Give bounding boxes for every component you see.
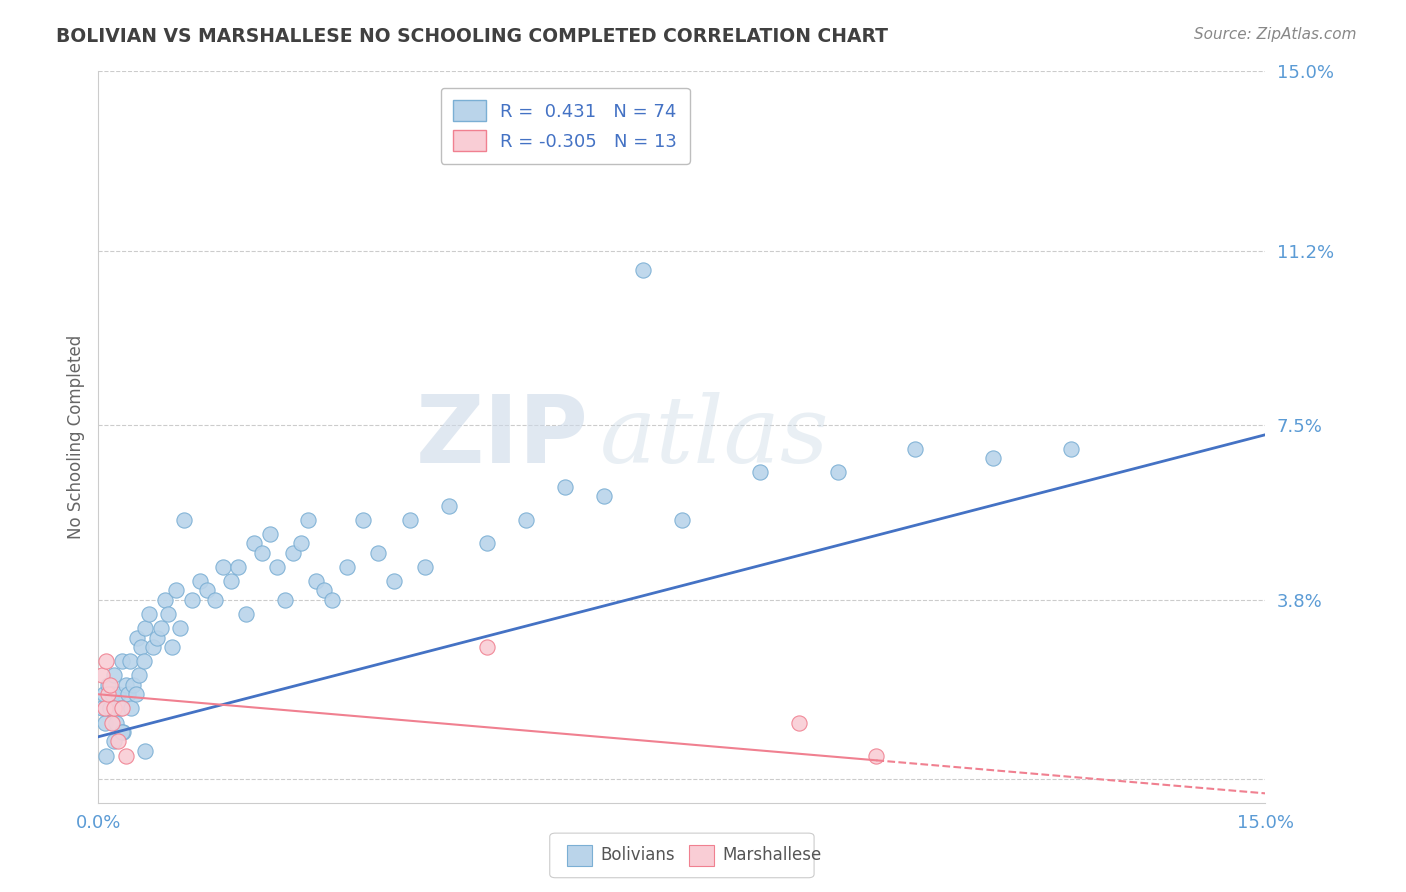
Point bbox=[91, 701, 114, 715]
Point bbox=[118, 654, 141, 668]
Point bbox=[297, 513, 319, 527]
Point bbox=[93, 701, 115, 715]
Point bbox=[129, 640, 152, 654]
Point bbox=[142, 640, 165, 654]
Point bbox=[398, 513, 420, 527]
Point bbox=[149, 621, 172, 635]
Point bbox=[162, 640, 184, 654]
Point bbox=[382, 574, 405, 588]
Point bbox=[117, 687, 139, 701]
Point bbox=[98, 678, 121, 692]
Point bbox=[108, 701, 131, 715]
Point bbox=[114, 678, 136, 692]
Point bbox=[157, 607, 180, 621]
Point bbox=[107, 687, 129, 701]
Point bbox=[103, 734, 125, 748]
Point bbox=[112, 725, 135, 739]
Point bbox=[787, 715, 810, 730]
Point bbox=[120, 701, 142, 715]
Point bbox=[312, 583, 335, 598]
Point bbox=[195, 583, 218, 598]
Point bbox=[281, 546, 304, 560]
Text: Bolivians: Bolivians bbox=[600, 847, 675, 864]
Point bbox=[111, 654, 134, 668]
Point bbox=[94, 715, 117, 730]
Text: BOLIVIAN VS MARSHALLESE NO SCHOOLING COMPLETED CORRELATION CHART: BOLIVIAN VS MARSHALLESE NO SCHOOLING COM… bbox=[56, 27, 889, 45]
Point bbox=[904, 442, 927, 456]
Point bbox=[111, 725, 134, 739]
Point bbox=[219, 574, 242, 588]
Point bbox=[153, 593, 176, 607]
Point bbox=[107, 734, 129, 748]
Point bbox=[103, 668, 125, 682]
Point bbox=[96, 748, 118, 763]
Point bbox=[134, 621, 156, 635]
Point bbox=[103, 701, 125, 715]
Point bbox=[97, 678, 120, 692]
Point bbox=[274, 593, 297, 607]
Point bbox=[235, 607, 257, 621]
Point bbox=[127, 631, 149, 645]
Point bbox=[93, 687, 115, 701]
Point bbox=[212, 559, 235, 574]
Text: atlas: atlas bbox=[600, 392, 830, 482]
Point bbox=[631, 262, 654, 277]
Point bbox=[1060, 442, 1083, 456]
Point bbox=[413, 559, 436, 574]
Point bbox=[352, 513, 374, 527]
Text: Marshallese: Marshallese bbox=[723, 847, 823, 864]
Point bbox=[748, 466, 770, 480]
Text: Source: ZipAtlas.com: Source: ZipAtlas.com bbox=[1194, 27, 1357, 42]
Point bbox=[96, 654, 118, 668]
Point bbox=[477, 640, 499, 654]
Point bbox=[554, 480, 576, 494]
Point bbox=[515, 513, 537, 527]
Point bbox=[228, 559, 250, 574]
Point bbox=[169, 621, 191, 635]
Point bbox=[259, 526, 281, 541]
Point bbox=[146, 631, 169, 645]
Point bbox=[266, 559, 288, 574]
Point bbox=[671, 513, 693, 527]
Y-axis label: No Schooling Completed: No Schooling Completed bbox=[66, 335, 84, 539]
Point bbox=[865, 748, 887, 763]
Point bbox=[367, 546, 389, 560]
Point bbox=[101, 687, 124, 701]
Point bbox=[250, 546, 273, 560]
Point bbox=[125, 687, 148, 701]
Point bbox=[204, 593, 226, 607]
Point bbox=[173, 513, 195, 527]
Point bbox=[321, 593, 343, 607]
Point bbox=[981, 451, 1004, 466]
Point bbox=[336, 559, 359, 574]
Point bbox=[97, 687, 120, 701]
Point bbox=[437, 499, 460, 513]
Point bbox=[138, 607, 160, 621]
Point bbox=[165, 583, 187, 598]
Point bbox=[477, 536, 499, 550]
Point bbox=[98, 701, 121, 715]
Point bbox=[132, 654, 155, 668]
Legend: R =  0.431   N = 74, R = -0.305   N = 13: R = 0.431 N = 74, R = -0.305 N = 13 bbox=[440, 87, 690, 164]
Point bbox=[290, 536, 312, 550]
Text: ZIP: ZIP bbox=[416, 391, 589, 483]
Point bbox=[101, 715, 124, 730]
Point bbox=[243, 536, 266, 550]
Point bbox=[305, 574, 328, 588]
Point bbox=[134, 744, 156, 758]
Point bbox=[827, 466, 849, 480]
Point bbox=[91, 668, 114, 682]
Point bbox=[111, 701, 134, 715]
Point bbox=[114, 748, 136, 763]
Point bbox=[128, 668, 150, 682]
Point bbox=[593, 489, 616, 503]
Point bbox=[188, 574, 211, 588]
Point bbox=[104, 715, 127, 730]
Point bbox=[180, 593, 202, 607]
Point bbox=[122, 678, 145, 692]
